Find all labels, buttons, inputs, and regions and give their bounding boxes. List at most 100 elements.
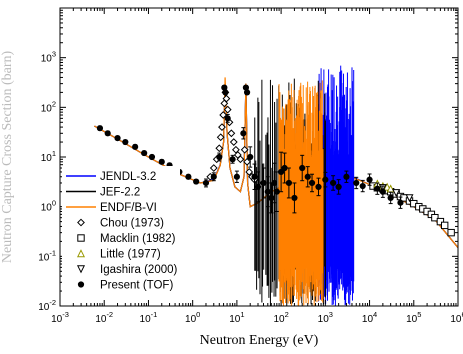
data-point-present-tof- <box>158 158 165 165</box>
resonance-band-endf-b-vi <box>278 80 324 306</box>
axes-group: 10-310-210-110010110210310410510610-210-… <box>38 7 463 325</box>
data-point-present-tof- <box>141 149 148 157</box>
data-point-present-tof- <box>308 179 316 187</box>
data-point-igashira-2000- <box>392 189 401 198</box>
legend-label-jendl-3-2: JENDL-3.2 <box>100 171 156 183</box>
y-tick-label: 103 <box>41 50 56 65</box>
data-point-chou-1973- <box>222 94 231 103</box>
x-tick-label: 100 <box>185 310 200 325</box>
legend-label-igashira-2000-: Igashira (2000) <box>100 264 178 276</box>
data-point-present-tof- <box>264 188 271 195</box>
data-point-macklin-1982- <box>447 228 455 237</box>
data-point-present-tof- <box>114 135 121 142</box>
data-point-chou-1973- <box>243 157 251 166</box>
data-point-chou-1973- <box>227 129 236 138</box>
data-point-present-tof- <box>366 176 373 183</box>
y-tick-label: 10-1 <box>38 248 56 263</box>
data-point-present-tof- <box>335 183 342 191</box>
data-point-present-tof- <box>278 168 285 176</box>
data-point-present-tof- <box>330 179 337 187</box>
data-point-present-tof- <box>222 89 229 96</box>
x-tick-label: 10-1 <box>140 310 158 325</box>
series-line-endf-b-vi <box>94 77 458 248</box>
data-point-present-tof- <box>96 125 104 132</box>
curves-group <box>94 65 458 306</box>
legend-swatch-little-1977- <box>76 249 86 258</box>
legend-label-macklin-1982-: Macklin (1982) <box>100 233 176 245</box>
x-tick-label: 101 <box>229 310 244 325</box>
x-tick-label: 103 <box>318 310 333 325</box>
x-tick-label: 10-2 <box>95 310 113 325</box>
data-point-present-tof- <box>291 194 298 202</box>
data-point-present-tof- <box>233 173 240 180</box>
legend-background <box>62 166 180 298</box>
x-tick-label: 106 <box>450 310 463 325</box>
data-point-chou-1973- <box>219 111 228 119</box>
data-point-present-tof- <box>254 183 262 191</box>
y-tick-label: 101 <box>41 149 56 164</box>
x-tick-label: 104 <box>362 310 377 325</box>
data-point-present-tof- <box>202 179 210 187</box>
data-point-present-tof- <box>260 179 267 187</box>
data-point-present-tof- <box>224 115 231 122</box>
data-point-chou-1973- <box>231 145 240 154</box>
data-point-present-tof- <box>273 188 280 195</box>
x-tick-label: 10-3 <box>51 310 69 325</box>
data-point-present-tof- <box>247 153 254 161</box>
data-point-present-tof- <box>132 143 139 150</box>
legend-label-little-1977-: Little (1977) <box>100 249 161 261</box>
data-point-present-tof- <box>193 178 200 185</box>
data-point-present-tof- <box>185 173 192 180</box>
data-point-present-tof- <box>353 179 360 187</box>
data-point-present-tof- <box>285 179 292 187</box>
data-point-present-tof- <box>379 188 386 195</box>
legend-swatch-macklin-1982- <box>77 234 85 242</box>
legend-label-jef-2-2: JEF-2.2 <box>100 187 140 199</box>
legend-label-endf-b-vi: ENDF/B-VI <box>100 202 157 214</box>
data-point-present-tof- <box>104 130 111 137</box>
data-point-present-tof- <box>216 153 223 161</box>
data-point-macklin-1982- <box>431 213 439 222</box>
data-point-present-tof- <box>210 173 217 180</box>
data-point-present-tof- <box>281 164 288 172</box>
data-point-chou-1973- <box>245 168 254 176</box>
data-point-chou-1973- <box>216 133 225 142</box>
data-point-present-tof- <box>271 179 278 187</box>
x-tick-label: 105 <box>406 310 421 325</box>
data-point-macklin-1982- <box>436 217 445 226</box>
data-point-present-tof- <box>243 89 251 96</box>
data-point-present-tof- <box>359 182 366 190</box>
data-point-chou-1973- <box>209 164 218 172</box>
data-point-present-tof- <box>122 138 129 146</box>
data-point-chou-1973- <box>218 123 226 132</box>
markers-group <box>96 84 455 237</box>
data-point-chou-1973- <box>229 138 238 146</box>
y-tick-label: 100 <box>41 199 56 214</box>
data-point-present-tof- <box>397 199 404 206</box>
data-point-present-tof- <box>229 156 236 163</box>
x-axis-label: Neutron Energy (eV) <box>200 333 319 348</box>
data-point-present-tof- <box>322 176 329 183</box>
data-point-present-tof- <box>374 185 381 192</box>
data-point-chou-1973- <box>240 145 249 154</box>
data-point-chou-1973- <box>236 155 245 164</box>
data-point-igashira-2000- <box>405 194 414 203</box>
legend: JENDL-3.2 JEF-2.2 ENDF/B-VI Chou (1973) Mack… <box>62 166 180 298</box>
data-point-macklin-1982- <box>440 221 449 230</box>
data-point-present-tof- <box>148 153 156 161</box>
y-tick-label: 10-2 <box>38 298 56 313</box>
legend-label-present-tof-: Present (TOF) <box>100 280 173 292</box>
data-point-present-tof- <box>240 130 247 137</box>
data-point-present-tof- <box>251 173 258 180</box>
x-tick-label: 102 <box>273 310 288 325</box>
data-point-present-tof- <box>304 173 311 180</box>
data-point-present-tof- <box>343 173 350 180</box>
y-tick-label: 102 <box>41 99 56 114</box>
legend-label-chou-1973-: Chou (1973) <box>100 218 164 230</box>
data-point-chou-1973- <box>223 105 232 114</box>
data-point-present-tof- <box>299 164 306 172</box>
data-point-chou-1973- <box>215 144 224 153</box>
series-present-tof- <box>96 84 404 214</box>
legend-swatch-igashira-2000- <box>76 265 86 274</box>
